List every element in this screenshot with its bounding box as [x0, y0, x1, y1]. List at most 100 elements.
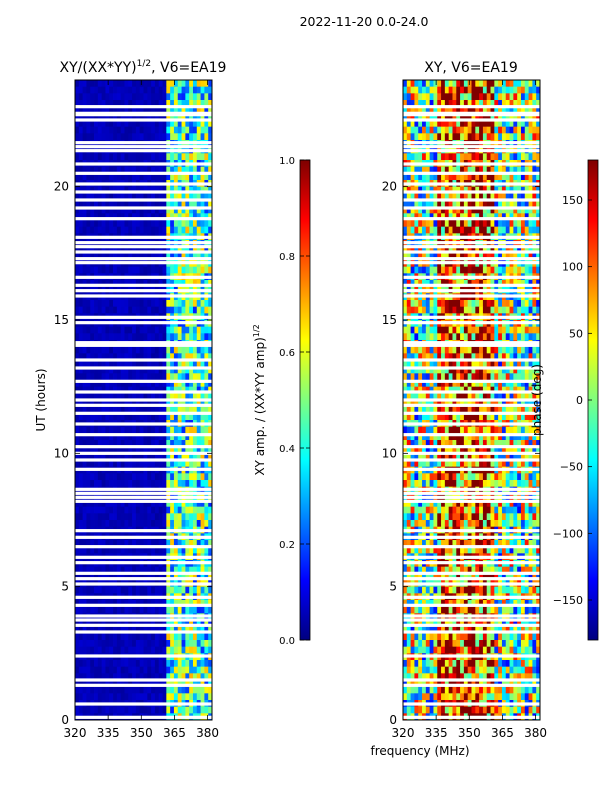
heatmap-cell	[162, 400, 167, 408]
heatmap-cell	[139, 133, 144, 141]
heatmap-cell	[208, 406, 212, 414]
heatmap-cell	[94, 80, 99, 88]
flagged-time-gap	[75, 283, 212, 287]
heatmap-cell	[139, 620, 144, 628]
flagged-time-gap	[75, 403, 212, 407]
heatmap-cell	[78, 620, 84, 628]
heatmap-cell	[166, 346, 171, 354]
heatmap-cell	[513, 80, 518, 88]
heatmap-cell	[192, 693, 198, 701]
heatmap-cell	[196, 460, 201, 468]
heatmap-cell	[460, 326, 465, 334]
heatmap-cell	[90, 600, 95, 608]
heatmap-cell	[139, 213, 144, 221]
flagged-time-gap	[75, 433, 212, 437]
heatmap-cell	[116, 440, 122, 448]
heatmap-cell	[486, 80, 491, 88]
heatmap-cell	[78, 80, 84, 88]
heatmap-cell	[116, 200, 122, 208]
heatmap-cell	[189, 106, 194, 114]
heatmap-cell	[192, 193, 198, 201]
heatmap-cell	[147, 166, 152, 174]
heatmap-cell	[444, 200, 450, 208]
heatmap-cell	[170, 673, 175, 681]
heatmap-cell	[433, 306, 438, 314]
heatmap-cell	[536, 80, 540, 88]
heatmap-cell	[509, 333, 514, 341]
heatmap-cell	[524, 186, 529, 194]
heatmap-cell	[124, 253, 129, 261]
heatmap-cell	[105, 513, 110, 521]
heatmap-cell	[128, 213, 133, 221]
heatmap-cell	[429, 280, 434, 288]
heatmap-cell	[101, 200, 106, 208]
heatmap-cell	[192, 633, 198, 641]
flagged-time-gap	[75, 491, 212, 495]
heatmap-cell	[173, 206, 179, 214]
heatmap-cell	[532, 80, 537, 88]
heatmap-cell	[86, 153, 91, 161]
heatmap-cell	[109, 680, 114, 688]
heatmap-cell	[200, 506, 205, 514]
heatmap-cell	[143, 266, 148, 274]
heatmap-cell	[192, 473, 198, 481]
heatmap-cell	[139, 540, 144, 548]
heatmap-cell	[524, 246, 529, 254]
heatmap-cell	[151, 660, 156, 668]
heatmap-cell	[433, 133, 438, 141]
heatmap-cell	[452, 200, 457, 208]
heatmap-cell	[120, 620, 125, 628]
heatmap-cell	[196, 100, 201, 108]
heatmap-cell	[456, 213, 461, 221]
heatmap-cell	[128, 113, 133, 121]
heatmap-cell	[105, 106, 110, 114]
heatmap-cell	[425, 193, 431, 201]
heatmap-cell	[456, 200, 461, 208]
heatmap-cell	[90, 360, 95, 368]
heatmap-cell	[154, 546, 160, 554]
heatmap-cell	[78, 280, 84, 288]
heatmap-cell	[132, 413, 137, 421]
heatmap-cell	[425, 300, 431, 308]
heatmap-cell	[208, 680, 212, 688]
heatmap-cell	[162, 326, 167, 334]
heatmap-cell	[128, 126, 133, 134]
colorbar-tick-label: 1.0	[279, 156, 295, 167]
heatmap-cell	[173, 513, 179, 521]
heatmap-cell	[433, 206, 438, 214]
heatmap-cell	[158, 266, 163, 274]
heatmap-cell	[425, 266, 431, 274]
flagged-time-gap	[75, 390, 212, 394]
heatmap-cell	[116, 646, 122, 654]
heatmap-cell	[181, 433, 186, 441]
heatmap-cell	[116, 186, 122, 194]
heatmap-cell	[90, 506, 95, 514]
heatmap-cell	[536, 226, 540, 234]
heatmap-cell	[479, 106, 484, 114]
heatmap-cell	[490, 213, 495, 221]
heatmap-cell	[536, 100, 540, 108]
heatmap-cell	[425, 93, 431, 101]
heatmap-cell	[181, 100, 186, 108]
heatmap-cell	[101, 400, 106, 408]
heatmap-cell	[109, 606, 114, 614]
heatmap-cell	[120, 100, 125, 108]
heatmap-cell	[192, 206, 198, 214]
heatmap-cell	[132, 520, 137, 528]
heatmap-cell	[422, 113, 427, 121]
heatmap-cell	[166, 626, 171, 634]
heatmap-cell	[528, 93, 533, 101]
heatmap-cell	[422, 253, 427, 261]
heatmap-cell	[75, 326, 80, 334]
heatmap-cell	[170, 80, 175, 88]
flagged-time-gap	[75, 467, 212, 471]
heatmap-cell	[128, 393, 133, 401]
heatmap-cell	[189, 426, 194, 434]
heatmap-cell	[185, 513, 190, 521]
heatmap-cell	[490, 300, 495, 308]
heatmap-cell	[208, 500, 212, 508]
heatmap-cell	[124, 433, 129, 441]
heatmap-cell	[101, 546, 106, 554]
heatmap-cell	[422, 300, 427, 308]
heatmap-cell	[78, 393, 84, 401]
